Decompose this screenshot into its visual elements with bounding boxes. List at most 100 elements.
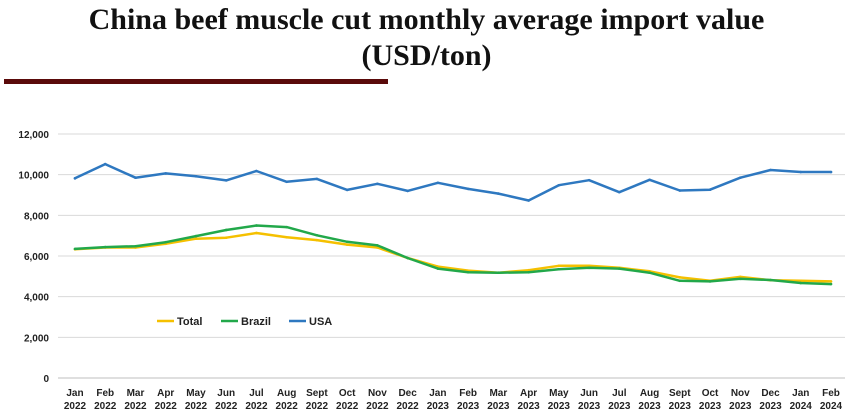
series-line-brazil bbox=[73, 224, 833, 286]
x-tick-label-month: Oct bbox=[702, 388, 719, 399]
x-tick-label-year: 2022 bbox=[306, 401, 329, 412]
data-point-usa bbox=[557, 183, 561, 187]
legend-label-total: Total bbox=[177, 316, 202, 328]
data-point-brazil bbox=[376, 244, 379, 247]
x-tick-label-month: Mar bbox=[127, 388, 145, 399]
x-tick-label-month: Jun bbox=[580, 388, 598, 399]
data-point-usa bbox=[345, 188, 349, 192]
x-tick-label-month: Aug bbox=[277, 388, 296, 399]
x-tick-label-month: Dec bbox=[761, 388, 780, 399]
x-tick-label-year: 2022 bbox=[276, 401, 299, 412]
x-tick-label-month: Jun bbox=[217, 388, 235, 399]
data-point-total bbox=[587, 264, 591, 268]
data-point-total bbox=[345, 243, 349, 246]
chart-title-line-2: (USD/ton) bbox=[361, 39, 492, 72]
data-point-usa bbox=[406, 189, 409, 193]
x-tick-label-month: Jul bbox=[249, 388, 264, 399]
x-tick-label-year: 2023 bbox=[729, 401, 752, 412]
data-point-usa bbox=[648, 178, 651, 182]
data-point-brazil bbox=[738, 277, 742, 281]
x-tick-label-month: Apr bbox=[157, 388, 174, 399]
data-point-brazil bbox=[829, 282, 833, 286]
chart-title-line-1: China beef muscle cut monthly average im… bbox=[88, 3, 765, 36]
data-point-brazil bbox=[497, 271, 500, 274]
data-point-brazil bbox=[164, 240, 168, 244]
x-tick-label-year: 2022 bbox=[245, 401, 268, 412]
legend-label-usa: USA bbox=[309, 316, 332, 328]
x-tick-label-month: Mar bbox=[489, 388, 507, 399]
x-tick-label-year: 2023 bbox=[669, 401, 692, 412]
data-point-usa bbox=[134, 176, 137, 180]
data-point-total bbox=[255, 231, 258, 235]
data-point-brazil bbox=[527, 270, 530, 274]
x-tick-label-year: 2023 bbox=[457, 401, 480, 412]
legend: Total Brazil USA bbox=[157, 316, 332, 328]
y-tick-label: 6,000 bbox=[24, 252, 49, 263]
x-tick-label-year: 2022 bbox=[124, 401, 147, 412]
x-tick-label-month: May bbox=[549, 388, 569, 399]
x-tick-label-month: Jan bbox=[66, 388, 83, 399]
y-tick-label: 0 bbox=[43, 374, 49, 385]
data-point-usa bbox=[799, 170, 803, 174]
x-tick-label-month: Oct bbox=[339, 388, 356, 399]
x-tick-label-year: 2023 bbox=[608, 401, 631, 412]
title-underline-bar bbox=[4, 79, 388, 84]
x-tick-label-month: Sept bbox=[669, 388, 691, 399]
data-point-usa bbox=[708, 188, 712, 192]
data-point-total bbox=[527, 268, 530, 272]
data-point-brazil bbox=[285, 225, 288, 229]
data-point-usa bbox=[224, 179, 228, 182]
y-tick-label: 2,000 bbox=[24, 333, 49, 344]
data-point-total bbox=[799, 279, 803, 283]
data-point-brazil bbox=[134, 244, 137, 248]
data-point-brazil bbox=[436, 267, 440, 270]
y-tick-label: 4,000 bbox=[24, 293, 49, 304]
data-point-usa bbox=[376, 182, 379, 186]
y-tick-label: 10,000 bbox=[18, 171, 49, 182]
data-point-usa bbox=[255, 169, 258, 173]
data-point-brazil bbox=[255, 224, 258, 227]
x-tick-label-year: 2023 bbox=[427, 401, 450, 412]
data-point-brazil bbox=[345, 240, 349, 244]
data-point-usa bbox=[587, 178, 591, 182]
x-tick-label-month: Nov bbox=[731, 388, 750, 399]
x-tick-label-year: 2022 bbox=[366, 401, 389, 412]
data-point-total bbox=[829, 280, 833, 283]
legend-label-brazil: Brazil bbox=[241, 316, 271, 328]
y-tick-label: 12,000 bbox=[18, 130, 49, 141]
data-point-brazil bbox=[224, 228, 228, 232]
x-tick-label-month: May bbox=[186, 388, 206, 399]
data-point-usa bbox=[103, 162, 107, 166]
x-tick-label-year: 2022 bbox=[336, 401, 359, 412]
x-tick-label-month: Jan bbox=[429, 388, 446, 399]
data-point-total bbox=[678, 276, 682, 279]
data-point-total bbox=[315, 238, 319, 242]
data-point-usa bbox=[466, 187, 470, 191]
x-tick-label-year: 2022 bbox=[64, 401, 87, 412]
x-axis: Jan 2022 Feb 2022 Mar 2022 Apr 2022 May 2022 Jun 20… bbox=[64, 388, 843, 412]
data-point-brazil bbox=[73, 247, 77, 251]
x-tick-label-year: 2023 bbox=[578, 401, 601, 412]
x-tick-label-month: Sept bbox=[306, 388, 328, 399]
data-point-usa bbox=[164, 172, 168, 175]
data-point-usa bbox=[769, 168, 772, 172]
data-point-brazil bbox=[466, 270, 470, 274]
x-tick-label-month: Feb bbox=[459, 388, 477, 399]
data-point-total bbox=[285, 235, 288, 239]
y-tick-label: 8,000 bbox=[24, 211, 49, 222]
x-tick-label-year: 2022 bbox=[94, 401, 117, 412]
data-point-total bbox=[557, 264, 561, 268]
data-point-usa bbox=[738, 176, 742, 180]
x-tick-label-month: Feb bbox=[822, 388, 840, 399]
chart-title: China beef muscle cut monthly average im… bbox=[0, 0, 853, 74]
data-point-usa bbox=[678, 189, 682, 192]
data-point-brazil bbox=[678, 279, 682, 283]
data-point-brazil bbox=[557, 267, 561, 271]
data-point-usa bbox=[194, 174, 198, 178]
data-point-brazil bbox=[648, 271, 651, 274]
data-point-total bbox=[224, 236, 228, 239]
data-point-brazil bbox=[799, 281, 803, 285]
data-point-usa bbox=[618, 190, 621, 194]
data-point-brazil bbox=[708, 280, 712, 283]
x-tick-label-year: 2023 bbox=[759, 401, 782, 412]
